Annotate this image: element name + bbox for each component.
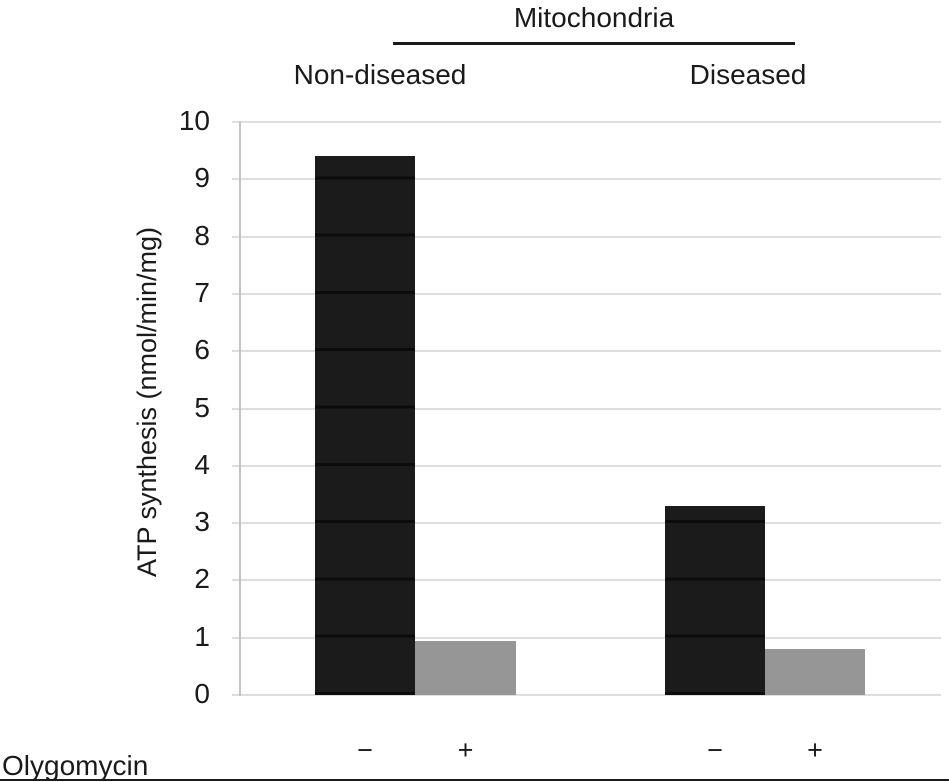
olygomycin-sign-minus-0: − — [357, 735, 373, 765]
bar-diseased-olygomycin-minus — [665, 506, 765, 695]
gridline-y-8 — [232, 235, 941, 238]
subgroup-label-non-diseased: Non-diseased — [293, 59, 467, 90]
y-tick-label-10: 10 — [178, 105, 210, 136]
olygomycin-sign-plus-0: + — [457, 735, 474, 765]
y-tick-label-0: 0 — [194, 678, 210, 709]
gridline-y-4 — [232, 464, 941, 467]
group-title-mitochondria: Mitochondria — [513, 2, 675, 33]
gridline-y-10 — [232, 121, 941, 123]
y-tick-label-3: 3 — [194, 506, 210, 538]
gridline-y-1 — [232, 636, 941, 639]
x-axis-row-label-olygomycin: Olygomycin — [2, 750, 149, 781]
gridline-y-3 — [232, 522, 941, 525]
y-tick-label-4: 4 — [194, 448, 210, 480]
bar-non-diseased-olygomycin-plus — [415, 641, 516, 695]
y-tick-label-5: 5 — [194, 391, 210, 423]
bar-diseased-olygomycin-plus — [765, 649, 865, 695]
y-tick-label-1: 1 — [194, 620, 210, 652]
gridline-y-5 — [232, 407, 941, 410]
figure-bottom-rule — [0, 779, 949, 781]
y-axis-title: ATP synthesis (nmol/min/mg) — [132, 226, 163, 578]
gridline-y-9 — [232, 178, 941, 181]
y-tick-label-2: 2 — [194, 563, 210, 595]
olygomycin-sign-minus-1: − — [707, 735, 723, 765]
group-title-underline — [393, 42, 795, 45]
gridline-y-2 — [232, 579, 941, 582]
y-tick-label-8: 8 — [194, 219, 210, 251]
olygomycin-sign-plus-1: + — [807, 735, 823, 765]
y-tick-label-7: 7 — [194, 276, 210, 308]
gridline-y-7 — [232, 292, 941, 295]
gridline-y-0 — [232, 694, 941, 696]
subgroup-label-diseased: Diseased — [689, 59, 807, 90]
bar-non-diseased-olygomycin-minus — [315, 156, 415, 695]
y-axis-line — [239, 121, 241, 696]
y-tick-label-9: 9 — [194, 162, 210, 194]
gridline-y-6 — [232, 350, 941, 353]
y-tick-label-6: 6 — [194, 334, 210, 366]
